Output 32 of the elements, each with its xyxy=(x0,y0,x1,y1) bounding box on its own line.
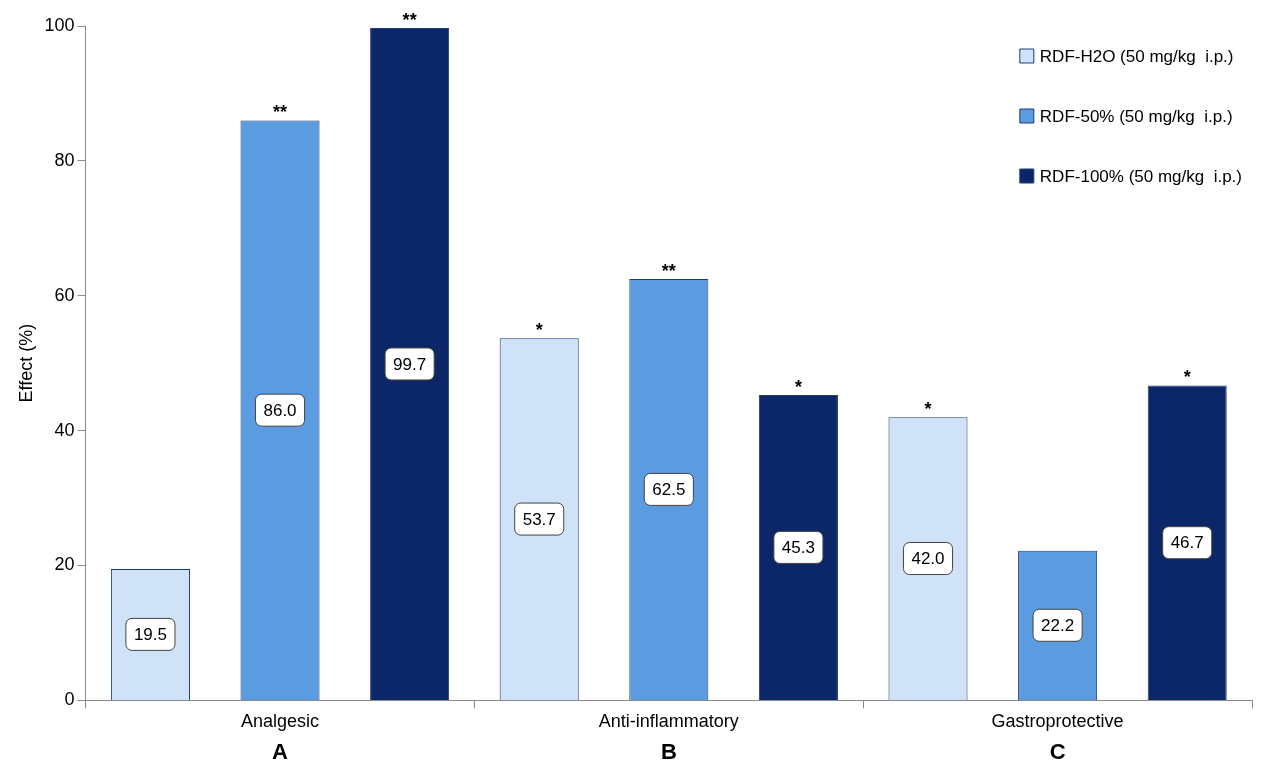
legend-label: RDF-H2O (50 mg/kg i.p.) xyxy=(1039,46,1234,66)
y-tick-label: 60 xyxy=(54,284,75,305)
data-label: 46.7 xyxy=(1170,533,1204,553)
y-tick-label: 40 xyxy=(54,419,75,440)
text: A xyxy=(272,739,289,765)
data-label: 86.0 xyxy=(263,400,297,420)
data-label: 19.5 xyxy=(133,625,167,645)
y-tick-label: 100 xyxy=(44,14,75,35)
data-label: 62.5 xyxy=(652,480,686,500)
annotation: * xyxy=(794,376,802,397)
annotation: * xyxy=(924,399,932,420)
text: C xyxy=(1049,739,1066,765)
annotation: * xyxy=(1183,367,1191,388)
data-label: 53.7 xyxy=(522,509,556,529)
annotation: ** xyxy=(273,102,288,123)
annotation: * xyxy=(535,320,543,341)
y-tick-label: 0 xyxy=(64,689,75,710)
data-label: 22.2 xyxy=(1041,615,1075,635)
data-label: 45.3 xyxy=(781,538,815,558)
x-tick-label: Analgesic xyxy=(241,711,320,732)
y-axis-title: Effect (%) xyxy=(15,323,36,403)
annotation: ** xyxy=(661,260,676,281)
y-tick-label: 20 xyxy=(54,554,75,575)
data-label: 99.7 xyxy=(393,354,427,374)
y-tick-label: 80 xyxy=(54,149,75,170)
legend-label: RDF-50% (50 mg/kg i.p.) xyxy=(1039,106,1233,126)
legend-label: RDF-100% (50 mg/kg i.p.) xyxy=(1039,166,1243,186)
annotation: ** xyxy=(402,9,417,30)
x-tick-label: Anti-inflammatory xyxy=(598,711,739,732)
x-tick-label: Gastroprotective xyxy=(991,711,1124,732)
text: B xyxy=(660,739,677,765)
data-label: 42.0 xyxy=(911,549,945,569)
